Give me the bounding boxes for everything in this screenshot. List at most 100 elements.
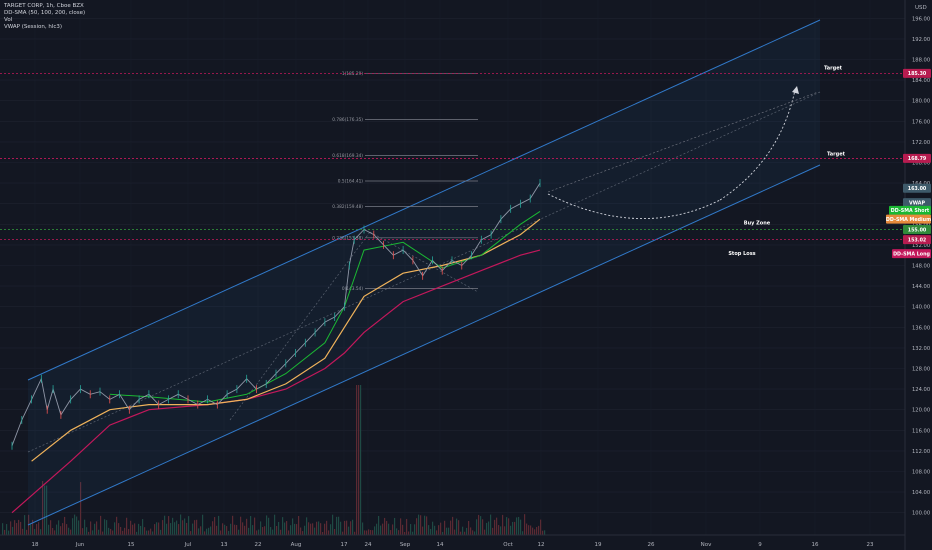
volume-bar <box>294 523 296 535</box>
volume-bar <box>454 529 456 535</box>
sma-indicator-label[interactable]: DD-SMA (50, 100, 200, close) <box>4 10 86 16</box>
volume-bar <box>336 516 338 535</box>
volume-bar <box>32 519 34 535</box>
volume-bar <box>112 530 114 535</box>
volume-bar <box>420 515 422 535</box>
volume-bar <box>278 521 280 535</box>
volume-bar <box>58 520 60 535</box>
volume-bar <box>334 528 336 535</box>
volume-bar <box>262 527 264 535</box>
volume-bar <box>500 526 502 535</box>
fib-level-label: 0.382(159.48) <box>332 204 363 210</box>
time-axis[interactable]: 18 Jun 15 Jul 13 22 Aug 17 24 Sep 14 Oct 12 19 26 Nov 9 1… <box>0 534 905 548</box>
time-tick-label: 16 <box>812 542 819 548</box>
price-tag-bg <box>889 205 931 215</box>
time-tick-label: 26 <box>648 542 655 548</box>
fib-level-label: 0.786(176.35) <box>332 117 363 123</box>
volume-bar <box>472 530 474 535</box>
volume-bar <box>490 514 492 535</box>
volume-bar <box>330 524 332 535</box>
volume-bar <box>54 530 56 535</box>
fibonacci-retracement[interactable]: 1(185.29) 0.786(176.35) 0.618(169.34) 0.5(1… <box>332 71 478 292</box>
volume-bar <box>398 530 400 535</box>
price-tick-label: 104.00 <box>912 490 930 496</box>
volume-bar <box>220 530 222 535</box>
volume-bar <box>412 531 414 535</box>
volume-bar <box>260 521 262 535</box>
volume-bar <box>34 528 36 535</box>
fib-level-label: 0.618(169.34) <box>332 153 363 159</box>
volume-bar <box>174 522 176 535</box>
volume-bar <box>160 529 162 535</box>
volume-bar <box>30 524 32 535</box>
volume-bar <box>254 517 256 535</box>
time-tick-label: Oct <box>503 542 513 548</box>
projection-rally-path <box>719 89 796 201</box>
volume-bar <box>440 522 442 535</box>
volume-bar <box>136 531 138 535</box>
volume-bar <box>96 521 98 535</box>
volume-bar <box>164 515 166 535</box>
volume-bar <box>418 514 420 535</box>
price-tag-label: DD-SMA Medium <box>886 217 931 223</box>
volume-bar <box>264 526 266 535</box>
volume-bar <box>192 523 194 535</box>
symbol-title[interactable]: TARGET CORP, 1h, Cboe BZX <box>4 3 84 9</box>
volume-bar <box>68 527 70 535</box>
fib-level-label: 1(185.29) <box>342 71 363 77</box>
annotation-label: Target <box>824 65 843 71</box>
volume-bar <box>194 520 196 535</box>
volume-bar <box>64 516 66 535</box>
fib-level-label: 0.5(164.41) <box>338 178 364 184</box>
volume-bar <box>442 531 444 535</box>
volume-bar <box>212 521 214 535</box>
volume-bar <box>498 525 500 535</box>
price-tag-bg <box>903 235 931 245</box>
volume-bar <box>92 530 94 535</box>
volume-bar <box>20 521 22 535</box>
price-tag-bg <box>903 153 931 163</box>
volume-bar <box>284 522 286 535</box>
time-tick-label: 23 <box>867 542 874 548</box>
volume-bar <box>348 526 350 535</box>
volume-bar <box>214 517 216 535</box>
volume-bar <box>244 525 246 535</box>
price-tick-label: 184.00 <box>912 78 930 84</box>
price-tick-label: 112.00 <box>912 449 930 455</box>
projection-paths[interactable] <box>547 86 819 219</box>
volume-bar <box>332 514 334 535</box>
volume-bar <box>536 527 538 535</box>
time-tick-label: 13 <box>221 542 228 548</box>
volume-bar <box>508 518 510 535</box>
volume-bar <box>258 529 260 535</box>
volume-bar <box>476 519 478 535</box>
volume-bar <box>188 516 190 535</box>
volume-bar <box>448 527 450 535</box>
volume-bar <box>88 531 90 535</box>
volume-bar <box>202 514 204 535</box>
volume-bar <box>52 527 54 535</box>
volume-bar <box>416 518 418 535</box>
vwap-indicator-label[interactable]: VWAP (Session, hlc3) <box>4 24 63 30</box>
price-tick-label: 108.00 <box>912 470 930 476</box>
volume-bar <box>36 523 38 535</box>
volume-bar <box>148 530 150 535</box>
volume-bar <box>166 523 168 535</box>
volume-bar <box>502 514 504 535</box>
volume-bar <box>480 516 482 535</box>
volume-bar <box>252 525 254 535</box>
volume-bar <box>516 517 518 535</box>
volume-bar <box>322 531 324 535</box>
price-tick-label: 140.00 <box>912 305 930 311</box>
volume-bar <box>374 526 376 535</box>
volume-bar <box>106 520 108 535</box>
volume-bar <box>342 531 344 535</box>
price-tick-label: 128.00 <box>912 367 930 373</box>
volume-bar <box>384 517 386 535</box>
horizontal-lines[interactable] <box>0 73 905 241</box>
volume-indicator-label[interactable]: Vol <box>4 17 13 23</box>
volume-bar <box>438 525 440 535</box>
price-tick-label: 188.00 <box>912 58 930 64</box>
chart-legend: TARGET CORP, 1h, Cboe BZX DD-SMA (50, 10… <box>4 3 85 31</box>
